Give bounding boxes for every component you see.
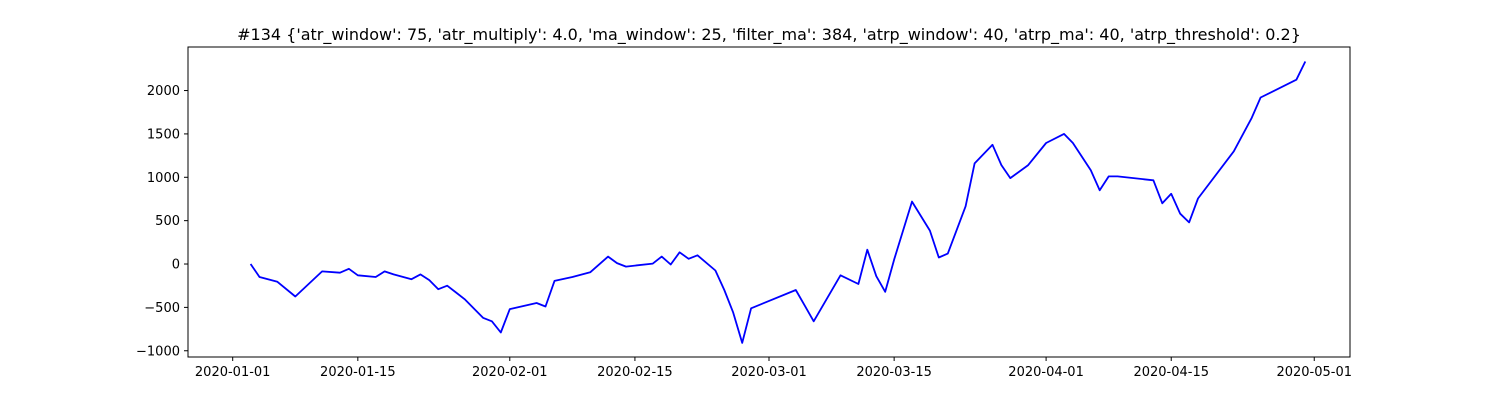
line-series bbox=[249, 61, 1307, 344]
x-tick-label: 2020-05-01 bbox=[1276, 365, 1352, 380]
x-tick-label: 2020-03-15 bbox=[856, 365, 932, 380]
y-tick-label: 1500 bbox=[147, 127, 180, 142]
y-tick-label: 500 bbox=[155, 214, 180, 229]
y-tick-label: 1000 bbox=[147, 171, 180, 186]
y-tick-label: −1000 bbox=[136, 344, 180, 359]
y-tick-label: −500 bbox=[144, 301, 180, 316]
chart-title: #134 {'atr_window': 75, 'atr_multiply': … bbox=[237, 25, 1301, 45]
x-tick-label: 2020-04-01 bbox=[1008, 365, 1084, 380]
x-tick-label: 2020-01-15 bbox=[320, 365, 396, 380]
x-tick-label: 2020-04-15 bbox=[1133, 365, 1209, 380]
x-tick-label: 2020-02-15 bbox=[597, 365, 673, 380]
x-tick-label: 2020-02-01 bbox=[472, 365, 548, 380]
y-tick-label: 0 bbox=[172, 258, 180, 273]
plot-frame bbox=[187, 46, 1351, 358]
x-tick-label: 2020-01-01 bbox=[195, 365, 271, 380]
x-tick-label: 2020-03-01 bbox=[731, 365, 807, 380]
y-tick-label: 2000 bbox=[147, 84, 180, 99]
